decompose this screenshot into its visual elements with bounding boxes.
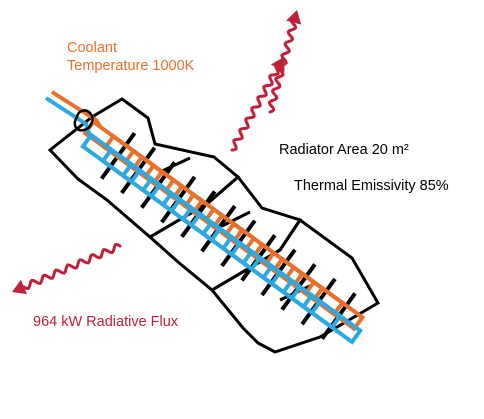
- coolant-label-line2: Temperature 1000K: [67, 58, 195, 74]
- coolant-inlet-pipes: [44, 90, 102, 137]
- radiation-arrows: [12, 10, 302, 295]
- cold-coolant-loop: [300, 292, 364, 345]
- wavy-arrow-icon: [22, 242, 122, 291]
- thermal-emissivity-label: Thermal Emissivity 85%: [294, 178, 449, 194]
- hot-coolant-loop: [302, 279, 366, 332]
- hinge-icon: [73, 109, 94, 132]
- coolant-label-line1: Coolant: [67, 40, 117, 56]
- radiative-flux-label: 964 kW Radiative Flux: [33, 314, 179, 330]
- wavy-arrow-icon: [230, 62, 282, 152]
- cold-coolant-loops: [80, 132, 364, 345]
- coolant-temperature-label: Coolant Temperature 1000K: [67, 39, 194, 75]
- cold-inlet-pipe: [44, 96, 92, 137]
- radiator-area-label: Radiator Area 20 m²: [279, 142, 409, 158]
- arrowhead-icon: [286, 10, 302, 25]
- hot-inlet-pipe: [50, 90, 102, 128]
- panel-segment-top: [47, 97, 241, 239]
- arrowhead-icon: [270, 57, 285, 73]
- arrowhead-icon: [12, 279, 28, 295]
